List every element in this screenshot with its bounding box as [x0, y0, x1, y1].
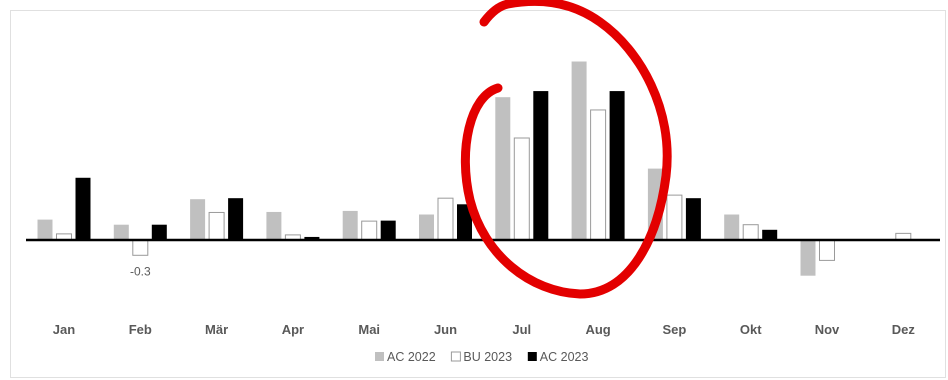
- bar-jul-bu-2023: [513, 137, 530, 241]
- bar-jan-ac-2023: [75, 177, 91, 240]
- bar-mai-ac-2023: [380, 220, 396, 240]
- legend-label-ac-2022: AC 2022: [387, 350, 436, 364]
- month-label-mär: Mär: [205, 322, 228, 337]
- month-label-jul: Jul: [512, 322, 531, 337]
- bar-mär-bu-2023: [208, 211, 225, 241]
- bar-jun-ac-2023: [457, 204, 472, 240]
- legend-label-ac-2023: AC 2023: [540, 350, 589, 364]
- bar-mai-bu-2023: [361, 220, 378, 241]
- data-label-feb: -0.3: [130, 264, 151, 278]
- bar-mär-ac-2023: [228, 198, 244, 240]
- bar-jul-ac-2022: [495, 97, 511, 240]
- bar-jun-ac-2022: [419, 214, 434, 240]
- bars-group: [37, 61, 912, 276]
- bar-mär-ac-2022: [190, 199, 206, 240]
- bar-apr-ac-2023: [304, 236, 320, 240]
- month-label-jan: Jan: [53, 322, 75, 337]
- data-labels-group: -0.3: [130, 264, 151, 278]
- bar-sep-bu-2023: [666, 194, 683, 241]
- bar-jan-ac-2022: [37, 219, 53, 240]
- legend-swatch-ac-2022: [375, 352, 384, 361]
- legend: AC 2022 BU 2023 AC 2023: [375, 350, 588, 364]
- month-label-nov: Nov: [815, 322, 840, 337]
- month-label-aug: Aug: [585, 322, 610, 337]
- legend-swatch-bu-2023: [450, 351, 461, 362]
- bar-mai-ac-2022: [342, 210, 358, 240]
- bar-feb-bu-2023: [132, 239, 149, 256]
- bar-okt-ac-2023: [762, 229, 778, 240]
- month-label-feb: Feb: [129, 322, 152, 337]
- x-tick-labels: Jan Feb Mär Apr Mai Jun Jul Aug Sep Okt Nov Dez: [53, 322, 916, 337]
- bar-aug-ac-2022: [571, 61, 587, 240]
- bar-nov-bu-2023: [819, 239, 835, 261]
- bar-okt-ac-2022: [724, 214, 740, 240]
- month-label-okt: Okt: [740, 322, 762, 337]
- bar-aug-bu-2023: [590, 109, 607, 241]
- annotation-circle: [460, 0, 672, 299]
- bar-feb-ac-2023: [151, 224, 167, 240]
- month-label-sep: Sep: [662, 322, 686, 337]
- bar-okt-bu-2023: [742, 224, 759, 241]
- legend-label-bu-2023: BU 2023: [463, 350, 512, 364]
- bar-jul-ac-2023: [533, 91, 549, 240]
- bar-aug-ac-2023: [609, 91, 625, 240]
- month-label-mai: Mai: [358, 322, 380, 337]
- month-label-apr: Apr: [282, 322, 304, 337]
- bar-jun-bu-2023: [437, 197, 454, 241]
- chart-frame: [10, 10, 946, 378]
- legend-swatch-ac-2023: [527, 352, 537, 361]
- bar-nov-ac-2022: [800, 240, 816, 276]
- bar-apr-ac-2022: [266, 211, 282, 240]
- month-label-jun: Jun: [434, 322, 457, 337]
- month-label-dez: Dez: [892, 322, 916, 337]
- bar-sep-ac-2023: [685, 198, 701, 240]
- bar-feb-ac-2022: [113, 224, 129, 240]
